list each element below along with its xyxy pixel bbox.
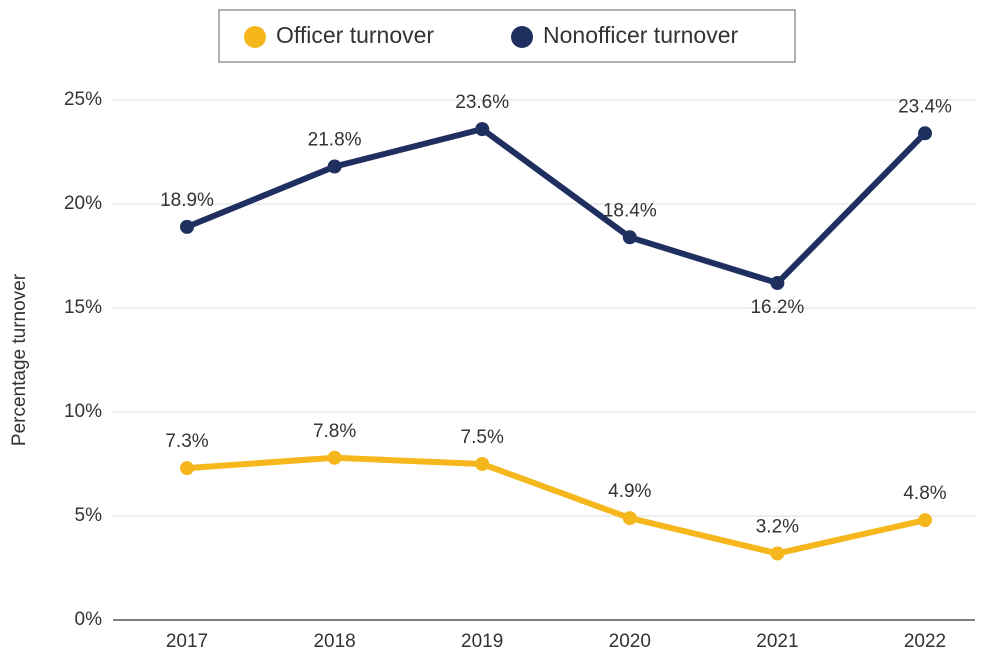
data-label: 21.8%	[308, 130, 362, 151]
data-point	[475, 122, 490, 137]
data-point	[327, 159, 342, 174]
data-point	[622, 511, 637, 526]
data-point	[180, 461, 194, 476]
data-point	[918, 513, 932, 528]
data-point	[327, 450, 342, 465]
legend-box	[218, 9, 796, 63]
legend-marker	[511, 26, 533, 48]
y-axis-label: Percentage turnover	[9, 273, 30, 446]
x-tick-label: 2019	[461, 631, 503, 651]
legend-label: Officer turnover	[276, 22, 434, 48]
series-line	[185, 126, 928, 287]
y-tick-label: 20%	[64, 193, 102, 214]
legend-marker	[244, 26, 266, 48]
data-label: 7.8%	[313, 421, 356, 442]
data-label: 18.9%	[160, 190, 214, 211]
data-point	[918, 126, 932, 141]
x-tick-label: 2018	[313, 631, 355, 651]
y-tick-label: 15%	[64, 297, 102, 318]
data-label: 3.2%	[756, 516, 799, 537]
y-tick-label: 25%	[64, 89, 102, 110]
data-point	[475, 457, 490, 471]
data-label: 23.4%	[898, 96, 952, 117]
y-tick-label: 10%	[64, 401, 102, 422]
y-tick-label: 5%	[75, 505, 103, 526]
data-point	[180, 219, 194, 234]
data-point	[770, 546, 785, 561]
data-label: 7.5%	[461, 427, 504, 448]
data-point	[622, 230, 637, 245]
data-label: 4.8%	[903, 483, 946, 504]
data-label: 18.4%	[603, 200, 657, 221]
x-tick-label: 2020	[609, 631, 651, 651]
data-label: 7.3%	[165, 431, 208, 452]
data-label: 23.6%	[455, 92, 509, 113]
y-tick-label: 0%	[75, 609, 103, 630]
data-point	[770, 276, 785, 291]
legend-label: Nonofficer turnover	[543, 22, 739, 48]
series-line	[186, 454, 926, 557]
data-label: 16.2%	[750, 297, 804, 318]
x-tick-label: 2017	[166, 631, 208, 651]
x-tick-label: 2021	[756, 631, 798, 651]
x-tick-label: 2022	[904, 631, 946, 651]
data-label: 4.9%	[608, 481, 651, 502]
